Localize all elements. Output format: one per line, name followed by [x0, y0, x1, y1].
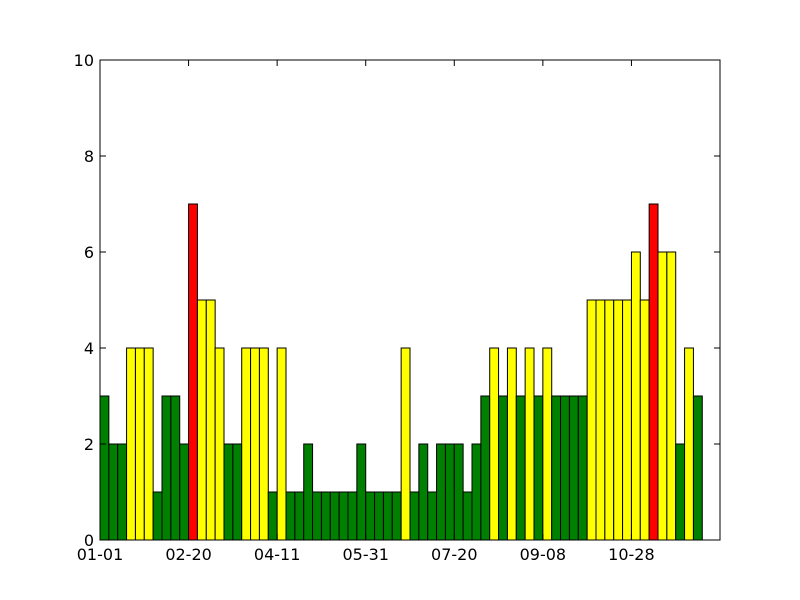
bar — [436, 443, 446, 541]
bar — [666, 251, 677, 541]
bar — [648, 203, 659, 541]
bar — [161, 395, 172, 541]
bar — [250, 347, 260, 541]
bar — [258, 347, 269, 541]
bar — [630, 251, 641, 541]
bar — [214, 347, 225, 541]
bar — [551, 395, 562, 541]
bar — [294, 491, 305, 541]
bar — [560, 395, 570, 541]
bar — [276, 347, 287, 541]
x-tick-label: 04-11 — [254, 545, 301, 564]
bar — [267, 491, 278, 541]
bar — [453, 443, 464, 541]
bar — [524, 347, 535, 541]
bar — [684, 347, 694, 541]
bar — [480, 395, 491, 541]
bar — [506, 347, 517, 541]
bar — [657, 251, 668, 541]
bar — [568, 395, 579, 541]
bar — [356, 443, 367, 541]
bar — [418, 443, 429, 541]
bar — [533, 395, 544, 541]
bar — [170, 395, 181, 541]
x-tick-label: 07-20 — [431, 545, 478, 564]
bar — [692, 395, 703, 541]
bar — [675, 443, 686, 541]
bar — [577, 395, 588, 541]
bar — [338, 491, 349, 541]
x-tick-label: 01-01 — [77, 545, 124, 564]
bar — [586, 299, 597, 541]
bar — [143, 347, 154, 541]
bar — [152, 491, 163, 541]
axes-group: 01-01 02-20 04-11 05-31 07-20 09-08 10-28 0 2 4 6 8… — [74, 51, 720, 564]
bar — [303, 443, 314, 541]
bar — [639, 299, 650, 541]
x-tick-label: 05-31 — [342, 545, 389, 564]
bar — [462, 491, 473, 541]
y-tick-label: 6 — [84, 243, 94, 262]
bar — [320, 491, 331, 541]
bar — [427, 491, 438, 541]
y-tick-label: 10 — [74, 51, 94, 70]
bar — [498, 395, 508, 541]
y-tick-label: 2 — [84, 435, 94, 454]
bar — [444, 443, 455, 541]
x-tick-label: 10-28 — [608, 545, 655, 564]
bar — [391, 491, 402, 541]
bar — [471, 443, 482, 541]
bar — [108, 443, 119, 541]
bar — [99, 395, 110, 541]
y-tick-label: 4 — [84, 339, 94, 358]
bar — [374, 491, 384, 541]
x-tick-label: 02-20 — [165, 545, 212, 564]
bar — [285, 491, 296, 541]
bar — [312, 491, 322, 541]
bar — [134, 347, 145, 541]
bar — [382, 491, 393, 541]
y-tick-label: 0 — [84, 531, 94, 550]
bar — [604, 299, 615, 541]
bar — [241, 347, 252, 541]
bar — [126, 347, 136, 541]
bar — [232, 443, 243, 541]
x-tick-label: 09-08 — [520, 545, 567, 564]
plot-frame — [99, 59, 721, 541]
bar — [223, 443, 234, 541]
bar — [400, 347, 411, 541]
bar — [489, 347, 500, 541]
bar — [515, 395, 526, 541]
bar — [347, 491, 358, 541]
bar — [329, 491, 340, 541]
bar — [196, 299, 207, 541]
bar — [188, 203, 198, 541]
bar — [595, 299, 606, 541]
bar — [205, 299, 216, 541]
bar — [622, 299, 632, 541]
bar — [179, 443, 190, 541]
bar — [409, 491, 420, 541]
bar — [365, 491, 376, 541]
bar — [613, 299, 624, 541]
bar — [117, 443, 128, 541]
y-tick-label: 8 — [84, 147, 94, 166]
bar — [542, 347, 553, 541]
